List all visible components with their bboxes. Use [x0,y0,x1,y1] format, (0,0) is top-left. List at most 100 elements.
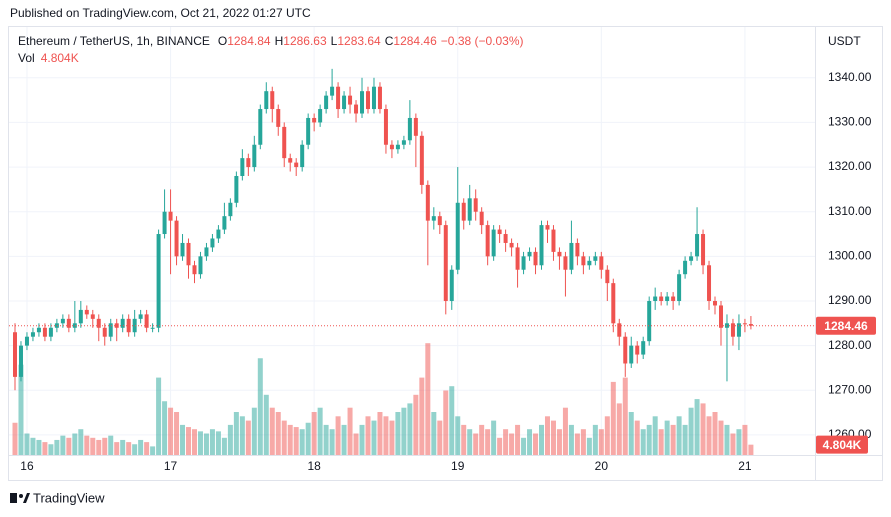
candle-body [539,225,544,266]
candle-body [617,323,622,337]
volume-bar [233,412,239,455]
volume-name: Vol [18,51,35,65]
volume-bar [706,416,712,455]
ohlc-value: 1284.46 [393,34,437,48]
volume-bar [718,420,724,455]
volume-bar [730,433,736,455]
candle-body [120,318,125,328]
volume-bar [628,412,634,455]
candle-body [431,216,436,221]
candle-body [162,211,167,235]
candle-body [348,95,353,105]
candle-body [312,117,317,123]
volume-bar [425,343,431,455]
volume-bar [60,435,66,455]
volume-bar [413,394,419,455]
volume-bar [712,412,718,455]
volume-bar [102,437,108,455]
candle-body [102,327,107,337]
volume-bar [539,424,545,455]
candle-body [545,225,550,230]
candle-body [138,314,143,319]
candle-body [635,345,640,355]
candle-body [42,327,47,337]
candle-body [623,336,628,364]
volume-bar [652,416,658,455]
volume-bar [311,412,317,455]
candle-body [461,202,466,221]
ohlc-value: 1284.84 [227,34,271,48]
volume-bar [449,386,455,455]
volume-bar [682,424,688,455]
volume-bar [497,437,503,455]
candle-body [168,211,173,221]
candle-body [90,314,95,319]
candle-body [467,198,472,221]
candle-body [156,234,161,328]
volume-bar [287,424,293,455]
candle-body [132,318,137,333]
candle-body [509,242,514,248]
candle-body [491,229,496,257]
volume-bar [132,444,138,455]
volume-bar [138,439,144,455]
candle-body [72,323,77,328]
volume-bar [485,429,491,455]
candles [9,68,815,391]
volume-bar [239,416,245,455]
candle-body [258,109,263,145]
candle-body [593,256,598,261]
volume-bar [509,433,515,455]
volume-bar [78,429,84,455]
candle-body [419,135,424,185]
volume-bar [215,431,221,455]
candle-body [503,234,508,243]
volume-bar [293,427,299,455]
volume-bar [108,435,114,455]
change: −0.38 (−0.03%) [441,34,524,48]
candle-body [527,251,532,257]
candle-body [108,323,113,337]
volume-bar [341,424,347,455]
volume-bar [503,429,509,455]
candle-body [575,242,580,257]
candle-body [437,216,442,226]
candle-body [252,144,257,168]
volume-value: 4.804K [41,51,79,65]
candle-body [455,202,460,270]
volume-bar [389,420,395,455]
volume-bar [323,424,329,455]
candle-body [449,269,454,301]
x-tick-label: 17 [164,459,178,473]
candle-body [377,86,382,110]
volume-bar [54,439,60,455]
candle-body [443,225,448,301]
candle-body [701,234,706,266]
candle-body [192,265,197,275]
candle-body [24,336,29,346]
chart-frame [8,26,883,481]
volume-bar [562,407,568,455]
y-tick-label: 1270.00 [828,382,872,396]
candle-body [587,260,592,266]
volume-bar [533,433,539,455]
volume-bar [329,429,335,455]
volume-bar [437,420,443,455]
candle-body [336,86,341,110]
candle-body [36,327,41,333]
y-tick-label: 1290.00 [828,293,872,307]
volume-bar [407,403,413,455]
volume-bar [634,420,640,455]
ohlc-value: 1286.63 [283,34,327,48]
volume-bar [527,429,533,455]
volume-bar [664,420,670,455]
volume-bar [299,429,305,455]
candle-body [270,91,275,110]
volume-bar [18,364,24,455]
axes: 1260.001270.001280.001290.001300.001310.… [18,34,876,473]
volume-bar [281,420,287,455]
candle-body [126,318,131,333]
candle-body [677,274,682,301]
volume-bar [598,429,604,455]
volume-bar [544,416,550,455]
